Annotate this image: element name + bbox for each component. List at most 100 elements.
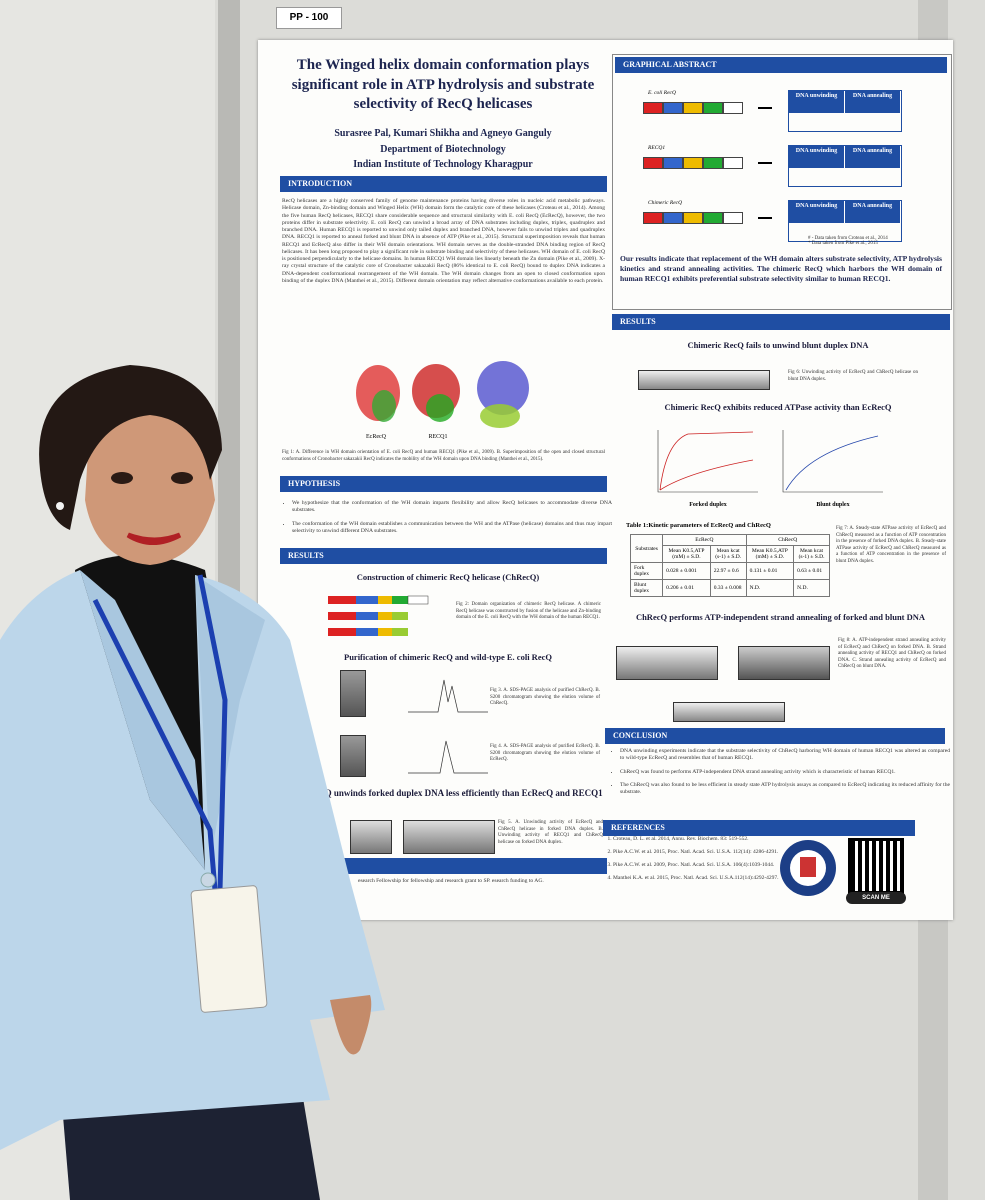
domain-block <box>683 157 703 169</box>
figure-caption: Fig 2: Domain organization of chimeric R… <box>456 602 601 620</box>
domain-row <box>328 595 429 605</box>
list-item: Manthei K.A. et al. 2015, Proc. Natl. Ac… <box>613 875 781 882</box>
domain-block <box>643 157 663 169</box>
section-heading: GRAPHICAL ABSTRACT <box>615 57 947 73</box>
section-heading: REFERENCES <box>603 820 915 836</box>
chromatogram <box>408 679 488 713</box>
graphical-abstract-box <box>612 54 952 310</box>
subheading: ChRecQ performs ATP-independent strand a… <box>635 612 926 622</box>
activity-header: DNA annealing <box>845 91 901 113</box>
note: # - Data taken from Croteau et al., 2014 <box>808 236 888 241</box>
figure-caption: Fig 5. A. Unwinding activity of EcRecQ a… <box>498 820 603 845</box>
lips <box>126 532 182 545</box>
domain-block <box>723 102 743 114</box>
earring <box>56 502 64 510</box>
list-item: Pike A.C.W. et al. 2009, Proc. Natl. Aca… <box>613 862 781 869</box>
protein <box>477 361 529 415</box>
construct-name: E. coli RecQ <box>648 90 676 96</box>
qr-code[interactable] <box>848 838 904 894</box>
conclusion-list: DNA unwinding experiments indicate that … <box>610 748 950 802</box>
domain-block <box>663 102 683 114</box>
arrow <box>758 107 772 109</box>
construct-name: Chimeric RecQ <box>648 200 683 206</box>
list-item: The ChRecQ was also found to be less eff… <box>620 782 950 797</box>
department: Department of Biotechnology <box>380 143 506 155</box>
gel-image <box>673 702 785 722</box>
subheading: Chimeric RecQ exhibits reduced ATPase ac… <box>664 402 892 412</box>
section-heading: HYPOTHESIS <box>280 476 607 492</box>
gel-image <box>738 646 830 680</box>
gel-image <box>616 646 718 680</box>
domain-block <box>703 212 723 224</box>
gel-image <box>638 370 770 390</box>
institute: Indian Institute of Technology Kharagpur <box>353 159 533 170</box>
domain-block <box>683 102 703 114</box>
figure-caption: Fig 4. A. SDS-PAGE analysis of purified … <box>490 744 600 762</box>
list-item: The conformation of the WH domain establ… <box>292 521 612 536</box>
domain-block <box>643 212 663 224</box>
section-heading: RESULTS <box>612 314 950 330</box>
reference-list: Croteau, D. L. et al. 2014, Annu. Rev. B… <box>603 836 781 889</box>
gel-image <box>350 820 392 854</box>
arrow <box>758 162 772 164</box>
figure-label: EcRecQ <box>366 434 387 440</box>
hypothesis-list: We hypothesize that the conformation of … <box>282 500 612 541</box>
id-badge[interactable] <box>190 885 268 1013</box>
author-block: Surasree Pal, Kumari Shikha and Agneyo G… <box>278 126 608 173</box>
plot-label: Forked duplex <box>689 502 727 508</box>
face <box>85 409 215 565</box>
domain-block <box>723 212 743 224</box>
section-heading: CONCLUSION <box>605 728 945 744</box>
activity-table: DNA unwinding DNA annealing <box>788 200 902 242</box>
table-row: Blunt duplex 0.206 ± 0.01 0.33 ± 0.008 N.D.… <box>629 579 830 597</box>
activity-header: DNA annealing <box>845 146 901 168</box>
figure-caption: Fig 3. A. SDS-PAGE analysis of purified … <box>490 688 600 706</box>
activity-header: DNA unwinding <box>789 91 845 113</box>
activity-table: DNA unwinding DNA annealing <box>788 145 902 187</box>
table-cell: 0.33 ± 0.008 <box>709 579 747 597</box>
domain-row <box>328 628 408 636</box>
figure-label: RECQ1 <box>428 434 447 440</box>
gel-image <box>340 735 366 777</box>
figure-caption: Fig 1: A. Difference in WH domain orient… <box>282 450 605 462</box>
protein <box>372 390 396 422</box>
activity-table: DNA unwinding DNA annealing <box>788 90 902 132</box>
institute-logo <box>780 840 836 896</box>
structure-figure: EcRecQ RECQ1 <box>356 361 529 440</box>
gel-image <box>340 670 366 717</box>
kinetics-plots: Forked duplex Blunt duplex <box>657 430 883 508</box>
lapel <box>80 570 205 870</box>
domain-block <box>663 157 683 169</box>
activity-header: DNA annealing <box>845 201 901 223</box>
section-heading: INTRODUCTION <box>280 176 607 192</box>
list-item: Croteau, D. L. et al. 2014, Annu. Rev. B… <box>613 836 781 843</box>
table-row: Mean K0.5,ATP (mM) ± S.D. Mean kcat (s-1)… <box>631 545 830 563</box>
domain-block <box>663 212 683 224</box>
domain-block <box>703 102 723 114</box>
summary: Our results indicate that replacement of… <box>620 254 942 283</box>
scan-label: SCAN ME <box>846 892 906 904</box>
figure-caption: Fig 6: Unwinding activity of EcRecQ and … <box>788 370 918 382</box>
eye <box>171 472 193 484</box>
figure-caption: Fig 8: A. ATP-independent strand anneali… <box>838 638 946 669</box>
button <box>200 872 216 888</box>
domain-block <box>723 157 743 169</box>
plot-label: Blunt duplex <box>816 502 849 508</box>
poster-title: The Winged helix domain conformation pla… <box>291 57 595 112</box>
domain-block <box>643 102 663 114</box>
subheading: eric RecQ unwinds forked duplex DNA less… <box>293 788 603 798</box>
domain-block <box>683 212 703 224</box>
domain-block <box>703 157 723 169</box>
blazer <box>0 570 385 1150</box>
activity-header: DNA unwinding <box>789 146 845 168</box>
activity-header: DNA unwinding <box>789 201 845 223</box>
domain-row <box>328 612 408 620</box>
list-item: Pike A.C.W. et al. 2015, Proc. Natl. Aca… <box>613 849 781 856</box>
chromatogram <box>408 740 488 774</box>
hand <box>330 995 372 1055</box>
protein <box>426 394 454 422</box>
domain-diagram <box>328 595 429 636</box>
hair <box>39 365 222 530</box>
intro-text: RecQ helicases are a highly conserved fa… <box>282 198 605 284</box>
ack-text: esearch Fellowship for fellowship and re… <box>358 878 544 884</box>
